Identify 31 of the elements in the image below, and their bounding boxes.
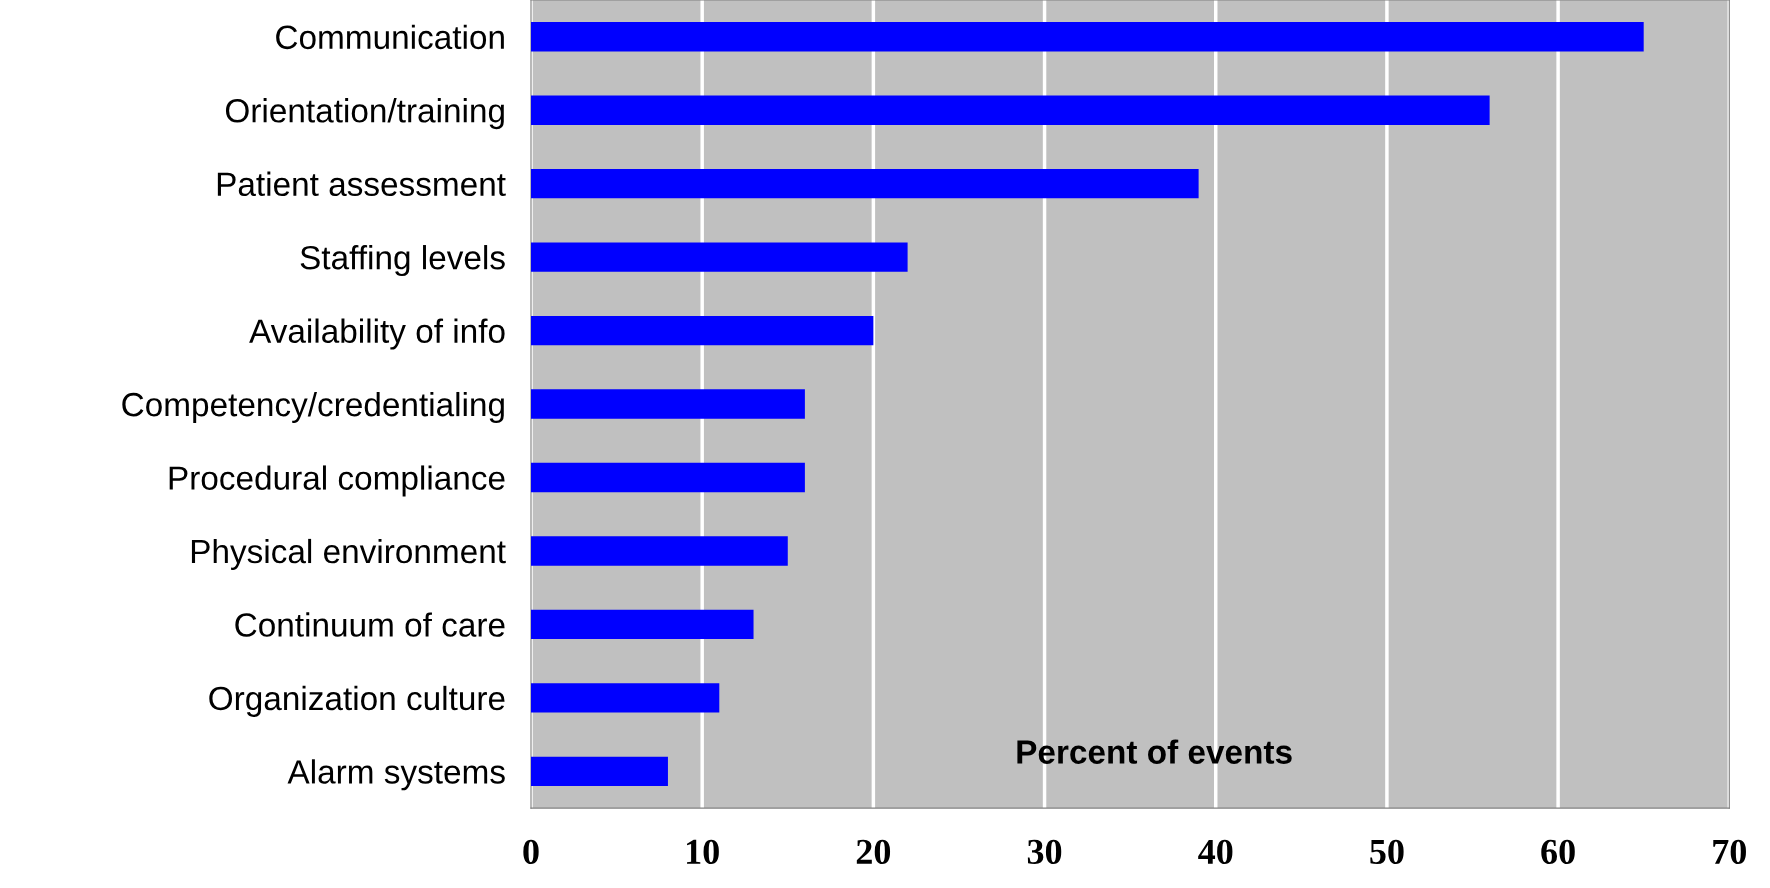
bar xyxy=(531,683,720,713)
bar xyxy=(531,315,874,346)
y-tick-label: Patient assessment xyxy=(217,171,506,197)
bar xyxy=(531,462,805,493)
y-tick-label: Continuum of care xyxy=(235,612,505,637)
x-tick-label: 10 xyxy=(687,839,719,865)
x-tick-label: 60 xyxy=(1541,839,1575,865)
x-axis-title: Percent of events xyxy=(1017,739,1292,764)
y-tick-label: Availability of info xyxy=(249,318,505,350)
y-tick-label: Physical environment xyxy=(191,538,506,570)
bar xyxy=(531,168,1199,199)
bar xyxy=(531,242,908,272)
bar xyxy=(531,389,805,419)
bar xyxy=(531,536,788,566)
y-tick-label: Staffing levels xyxy=(300,245,505,277)
x-tick-label: 40 xyxy=(1198,839,1233,865)
x-tick-label: 20 xyxy=(856,839,891,865)
bar xyxy=(531,95,1490,125)
y-tick-label: Alarm systems xyxy=(287,759,505,791)
x-tick-label: 50 xyxy=(1370,839,1404,865)
y-tick-label: Procedural compliance xyxy=(169,465,505,497)
bar xyxy=(531,22,1644,52)
y-tick-label: Competency/credentialing xyxy=(122,391,504,424)
y-tick-label: Orientation/training xyxy=(225,98,504,130)
x-tick-label: 30 xyxy=(1027,839,1062,865)
x-tick-label: 70 xyxy=(1713,839,1746,865)
y-tick-label: Communication xyxy=(276,24,504,50)
bar xyxy=(531,756,668,787)
bar xyxy=(531,609,754,640)
y-tick-label: Organization culture xyxy=(209,685,505,717)
x-tick-label: 0 xyxy=(523,839,539,865)
